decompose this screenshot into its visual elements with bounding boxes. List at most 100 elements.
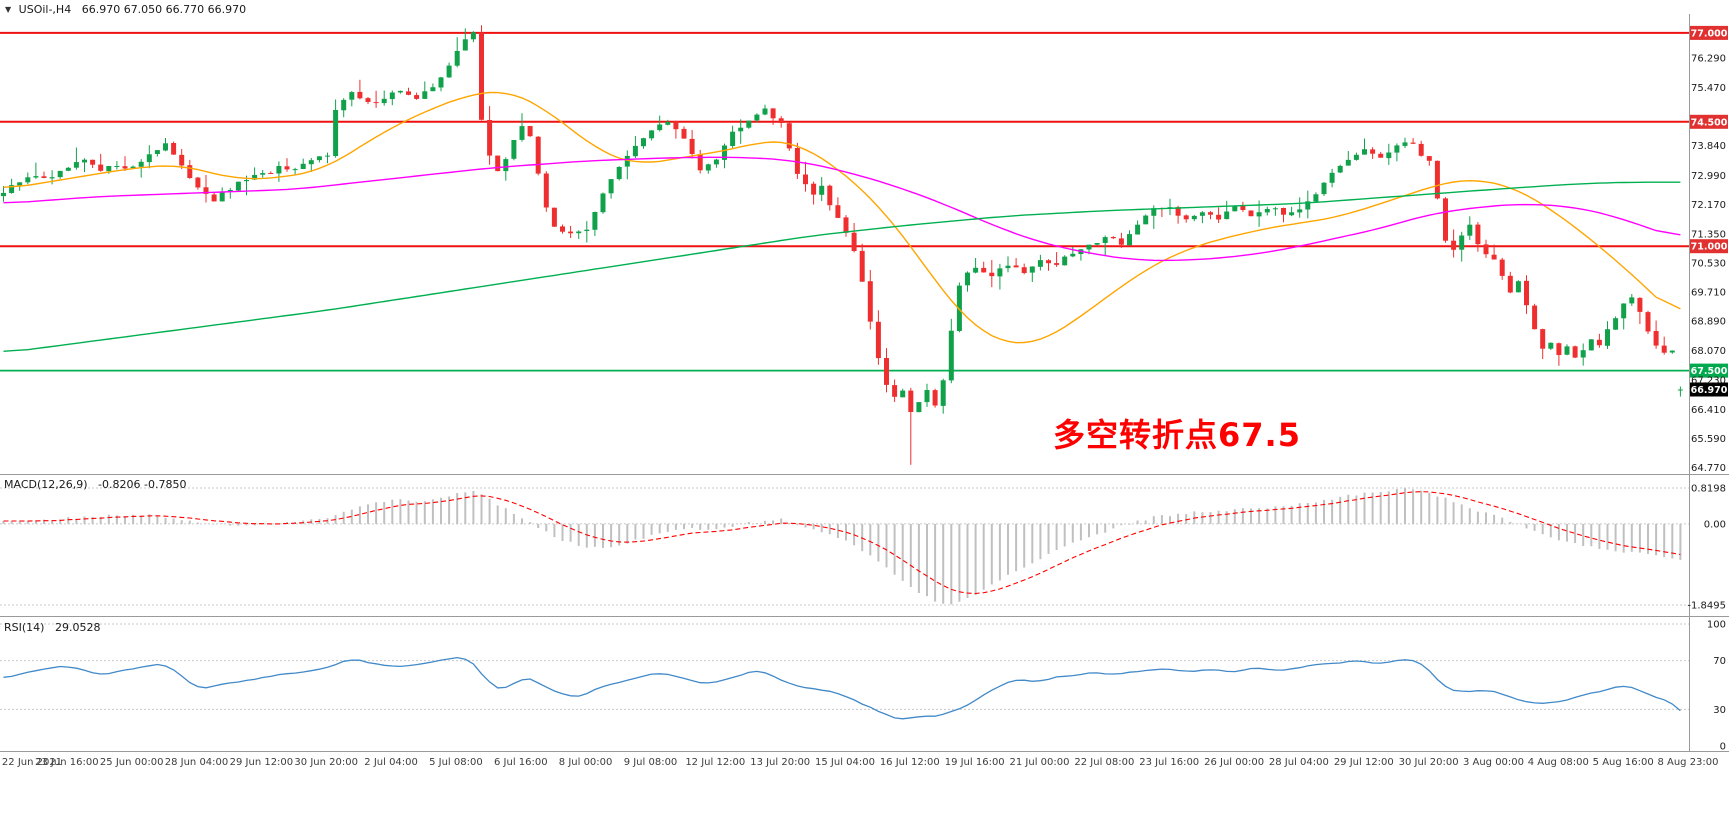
macd-indicator-label: MACD(12,26,9) -0.8206 -0.7850 [4, 478, 186, 491]
candle-bear [827, 185, 833, 206]
time-axis-label: 29 Jun 12:00 [230, 757, 294, 768]
candle-bear [1216, 214, 1222, 220]
time-axis-label: 21 Jul 00:00 [1010, 757, 1070, 768]
candle-bull [1321, 182, 1327, 195]
candle-bear [794, 148, 800, 174]
candle-bull [308, 160, 314, 165]
candle-bear [479, 32, 484, 120]
candle-bull [819, 185, 825, 195]
price-axis-label: 76.290 [1691, 54, 1726, 65]
price-axis-label: 69.710 [1691, 288, 1726, 299]
candle-bull [389, 92, 395, 100]
candle-bull [1086, 244, 1092, 250]
candle-bear [1378, 153, 1384, 158]
macd-name-label: MACD(12,26,9) [4, 478, 88, 491]
candle-bull [1621, 303, 1627, 319]
candle-bear [778, 118, 784, 123]
time-axis-label: 22 Jun 2021 [2, 757, 62, 768]
candle-bull [49, 177, 55, 179]
candle-bull [260, 173, 266, 175]
rsi-axis[interactable]: 100 70 30 0 [1707, 620, 1726, 753]
candle-bear [689, 138, 695, 154]
plot-background[interactable] [0, 0, 1689, 752]
time-axis-label: 25 Jun 00:00 [100, 757, 164, 768]
candle-bull [1191, 215, 1197, 220]
candle-bull [341, 99, 347, 111]
candle-bull [649, 130, 655, 139]
candle-bear [875, 321, 881, 359]
candle-bull [576, 231, 582, 234]
time-axis-label: 16 Jul 12:00 [880, 757, 940, 768]
candle-bear [195, 177, 201, 188]
candle-bear [535, 136, 541, 174]
candle-bull [381, 98, 387, 104]
candle-bear [171, 143, 177, 155]
price-badge [1690, 25, 1728, 40]
candle-bull [300, 163, 306, 169]
candle-bear [487, 120, 493, 156]
time-axis-label: 23 Jun 16:00 [35, 757, 99, 768]
candle-bull [138, 161, 144, 167]
price-badge-label: 74.500 [1691, 117, 1728, 128]
candle-bull [446, 65, 452, 78]
candle-bull [592, 212, 598, 230]
price-axis-label: 68.070 [1691, 346, 1726, 357]
candle-bear [1046, 260, 1051, 264]
candle-bear [1240, 205, 1246, 210]
candle-bull [632, 145, 638, 157]
candle-bear [1110, 237, 1116, 239]
candle-bear [268, 173, 274, 174]
candle-bull [1037, 260, 1043, 267]
candle-bull [244, 180, 249, 182]
candle-bull [422, 91, 428, 99]
candle-bull [1548, 342, 1554, 349]
candle-bull [252, 175, 258, 180]
time-axis-label: 8 Jul 00:00 [559, 757, 613, 768]
candle-bear [1653, 331, 1659, 346]
candle-bull [641, 138, 646, 147]
candle-bull [1459, 235, 1465, 250]
annotation-text[interactable]: 多空转折点67.5 [1053, 416, 1301, 454]
rsi-axis-label: 0 [1720, 742, 1726, 753]
candle-bear [1645, 312, 1651, 332]
candle-bull [1151, 208, 1157, 216]
candle-bull [746, 120, 752, 128]
candle-bear [1013, 265, 1019, 268]
candle-bull [730, 131, 736, 146]
rsi-value-label: 29.0528 [54, 621, 101, 634]
candle-bull [956, 285, 962, 331]
candle-bull [916, 402, 922, 413]
candle-bull [470, 32, 476, 40]
candle-bear [414, 95, 420, 99]
candle-bull [1, 192, 6, 197]
candle-bear [1175, 207, 1181, 216]
price-badge-label: 66.970 [1691, 385, 1728, 396]
candle-bull [1199, 212, 1205, 216]
candle-bull [1127, 234, 1132, 246]
macd-axis[interactable]: 0.8198 0.00 -1.8495 [1687, 484, 1726, 612]
rsi-axis-label: 30 [1713, 705, 1726, 716]
candle-bull [1353, 154, 1359, 160]
candle-bull [1337, 165, 1343, 173]
time-axis-label: 15 Jul 04:00 [815, 757, 875, 768]
candle-bear [681, 128, 687, 139]
candle-bull [17, 182, 23, 186]
price-axis[interactable]: 77.000 74.500 71.000 67.500 66.970 76.290 75.4… [1690, 25, 1728, 474]
candle-bear [1596, 339, 1602, 346]
candle-bear [406, 91, 411, 95]
time-axis-label: 19 Jul 16:00 [945, 757, 1005, 768]
candle-bull [114, 166, 120, 167]
candle-bull [1362, 149, 1367, 155]
candle-bull [1005, 265, 1011, 269]
candle-bull [511, 140, 517, 159]
dropdown-triangle-icon[interactable]: ▼ [5, 5, 12, 14]
candle-bull [705, 164, 711, 171]
candle-bull [397, 90, 403, 93]
candle-bull [997, 268, 1003, 277]
candle-bull [973, 267, 979, 273]
candle-bull [1394, 145, 1400, 153]
candle-bull [1580, 350, 1586, 358]
candle-bull [65, 167, 71, 171]
